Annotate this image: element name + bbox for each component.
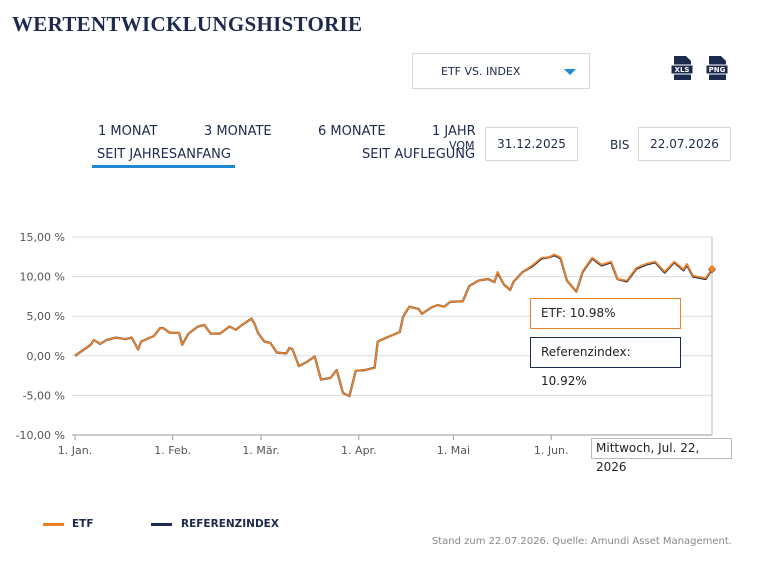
dropdown-label: ETF VS. INDEX (441, 65, 521, 78)
legend-swatch (151, 523, 172, 526)
tooltip-date: Mittwoch, Jul. 22, 2026 (591, 438, 732, 474)
png-label: PNG (709, 66, 726, 74)
hover-marker (708, 264, 716, 273)
legend-swatch (43, 523, 64, 526)
tooltip-etf: ETF: 10.98% (530, 298, 681, 329)
tab[interactable]: 1 JAHR (432, 124, 476, 139)
x-tick-label: 1. Mär. (242, 444, 279, 457)
tab[interactable]: 1 MONAT (98, 124, 158, 139)
legend-label[interactable]: REFERENZINDEX (181, 518, 279, 530)
tooltip-index: Referenzindex: 10.92% (530, 337, 681, 388)
footnote: Stand zum 22.07.2026. Quelle: Amundi Ass… (431, 536, 732, 547)
xls-download[interactable]: XLS (671, 55, 693, 81)
y-tick-label: -10,00 % (16, 429, 65, 442)
series-line (74, 253, 713, 398)
xls-label: XLS (675, 66, 690, 74)
y-tick-label: -5,00 % (23, 389, 65, 402)
y-tick-label: 0,00 % (27, 350, 65, 363)
to-date[interactable]: 22.07.2026 (638, 127, 731, 161)
x-tick-label: 1. Feb. (154, 444, 191, 457)
png-download[interactable]: PNG (706, 55, 728, 81)
from-label: VOM (449, 139, 475, 152)
dropdown-arrow (564, 69, 576, 75)
to-label: BIS (610, 138, 630, 152)
comparison-dropdown[interactable]: ETF VS. INDEX (412, 53, 590, 89)
x-tick-label: 1. Jun. (534, 444, 569, 457)
x-tick-label: 1. Jan. (58, 444, 92, 457)
tab[interactable]: SEIT AUFLEGUNG (362, 147, 476, 162)
y-tick-label: 15,00 % (20, 231, 65, 244)
from-date[interactable]: 31.12.2025 (485, 127, 578, 161)
x-tick-label: 1. Mai (437, 444, 470, 457)
tab[interactable]: 6 MONATE (318, 124, 386, 139)
legend-label[interactable]: ETF (72, 518, 94, 530)
tab-active[interactable]: SEIT JAHRESANFANG (92, 147, 235, 168)
page-title: WERTENTWICKLUNGSHISTORIE (12, 12, 363, 36)
tab[interactable]: 3 MONATE (204, 124, 272, 139)
x-tick-label: 1. Apr. (341, 444, 377, 457)
y-tick-label: 5,00 % (27, 310, 65, 323)
y-tick-label: 10,00 % (20, 271, 65, 284)
